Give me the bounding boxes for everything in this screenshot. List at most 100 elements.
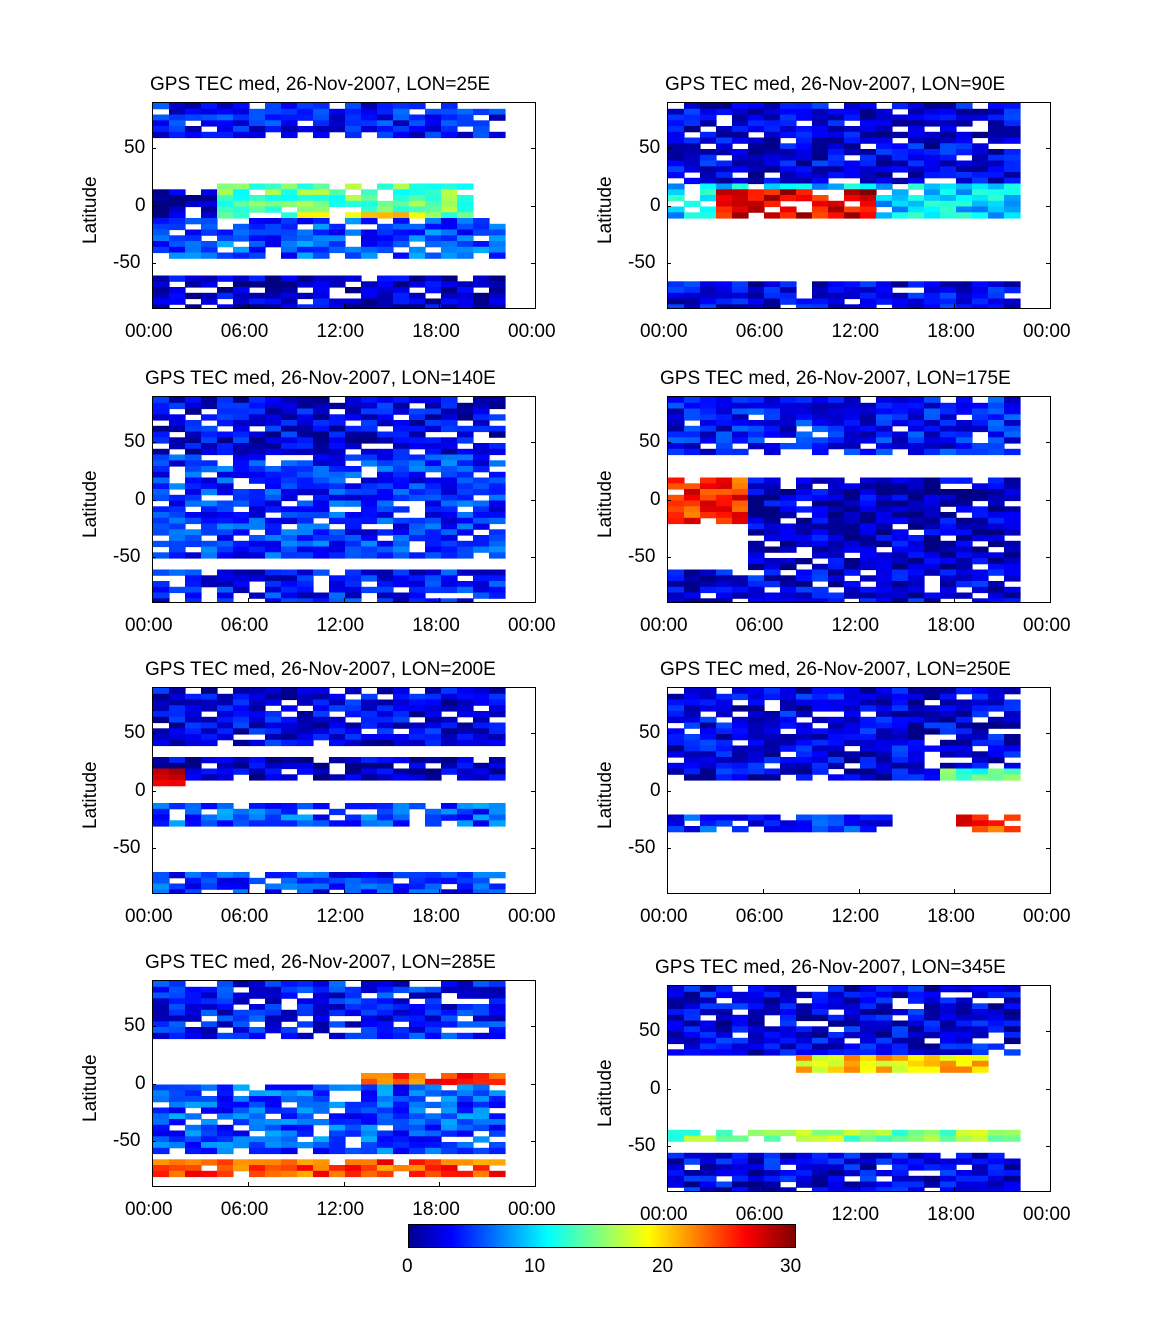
heat-cell xyxy=(908,535,925,542)
heat-cell xyxy=(393,575,410,582)
heat-cell xyxy=(425,1032,442,1040)
heat-cell xyxy=(265,489,282,496)
heat-cell xyxy=(265,540,282,548)
heat-cell xyxy=(780,131,797,139)
heat-cell xyxy=(265,1021,282,1028)
heat-cell xyxy=(844,1032,861,1039)
heat-cell xyxy=(329,126,346,133)
heat-cell xyxy=(924,1003,941,1010)
heat-cell xyxy=(764,768,781,775)
heat-cell xyxy=(972,586,989,594)
heat-cell xyxy=(940,183,957,190)
heat-cell xyxy=(377,1101,394,1109)
heat-cell xyxy=(281,108,298,116)
heat-cell xyxy=(393,1004,410,1011)
heat-cell xyxy=(377,569,394,576)
heat-cell xyxy=(281,705,298,712)
heat-cell xyxy=(780,586,797,594)
heat-cell xyxy=(441,397,458,404)
heat-cell xyxy=(684,154,701,162)
heat-cell xyxy=(249,774,266,781)
heat-cell xyxy=(780,103,797,110)
heat-cell xyxy=(169,414,186,421)
heat-cell xyxy=(732,728,749,735)
heat-cell xyxy=(860,575,877,582)
heat-cell xyxy=(185,252,202,259)
heat-cell xyxy=(988,304,1005,308)
heat-cell xyxy=(940,287,957,294)
heat-cell xyxy=(361,569,378,576)
heat-cell xyxy=(684,160,701,167)
heat-cell xyxy=(153,506,170,513)
heat-cell xyxy=(796,177,813,185)
heat-cell xyxy=(281,246,298,254)
heat-cell xyxy=(732,762,749,770)
heat-cell xyxy=(684,739,701,747)
heat-cell xyxy=(217,592,234,599)
heat-cell xyxy=(972,292,989,300)
heat-cell xyxy=(1004,517,1021,525)
heat-cell xyxy=(281,739,298,747)
heat-cell xyxy=(457,581,474,588)
heat-cell xyxy=(940,523,957,530)
xtick-mark xyxy=(954,304,956,308)
heat-cell xyxy=(844,734,861,741)
ytick-mark xyxy=(1046,848,1050,849)
heat-cell xyxy=(169,1009,186,1017)
heat-cell xyxy=(796,114,813,121)
heat-cell xyxy=(377,1032,394,1040)
heat-cell xyxy=(668,206,685,213)
heat-cell xyxy=(393,114,410,121)
heat-cell xyxy=(153,523,170,530)
heat-cell xyxy=(908,1009,925,1016)
heat-cell xyxy=(956,212,973,219)
heat-cell xyxy=(265,195,282,202)
heat-cell xyxy=(876,126,893,133)
heat-cell xyxy=(972,212,989,219)
heat-cell xyxy=(860,114,877,121)
heat-cell xyxy=(844,437,861,444)
heat-cell xyxy=(281,693,298,701)
heat-cell xyxy=(684,586,701,594)
heat-cell xyxy=(393,705,410,712)
heat-cell xyxy=(972,177,989,185)
colorbar xyxy=(408,1224,796,1248)
heat-cell xyxy=(956,292,973,300)
heat-cell xyxy=(457,992,474,999)
heat-cell xyxy=(940,120,957,127)
heat-cell xyxy=(828,126,845,133)
xtick-label: 06:00 xyxy=(735,1204,784,1225)
heat-cell xyxy=(425,414,442,421)
heat-cell xyxy=(233,466,250,473)
heat-cell xyxy=(972,287,989,294)
heat-cell xyxy=(780,292,797,300)
heat-cell xyxy=(185,466,202,473)
heat-cell xyxy=(233,408,250,415)
heat-cell xyxy=(377,889,394,893)
heat-cell xyxy=(780,757,797,764)
heat-cell xyxy=(892,212,909,219)
heat-cell xyxy=(281,535,298,542)
heat-cell xyxy=(217,114,234,121)
heat-cell xyxy=(972,1175,989,1183)
heat-cell xyxy=(1004,745,1021,752)
heat-cell xyxy=(700,506,717,513)
heat-cell xyxy=(393,200,410,208)
heat-cell xyxy=(988,820,1005,827)
heat-cell xyxy=(668,189,685,196)
heat-cell xyxy=(940,1026,957,1033)
heat-cell xyxy=(185,460,202,467)
heat-cell xyxy=(281,425,298,433)
heat-cell xyxy=(988,826,1005,833)
heat-cell xyxy=(908,166,925,173)
y-axis-label: Latitude xyxy=(595,760,616,829)
heat-cell xyxy=(297,768,314,775)
heat-cell xyxy=(972,1158,989,1165)
heat-cell xyxy=(217,808,234,816)
heat-cell xyxy=(668,1032,685,1039)
heat-cell xyxy=(345,483,362,490)
heat-cell xyxy=(892,592,909,599)
heat-cell xyxy=(425,466,442,473)
heat-cell xyxy=(940,206,957,213)
heat-cell xyxy=(876,506,893,513)
